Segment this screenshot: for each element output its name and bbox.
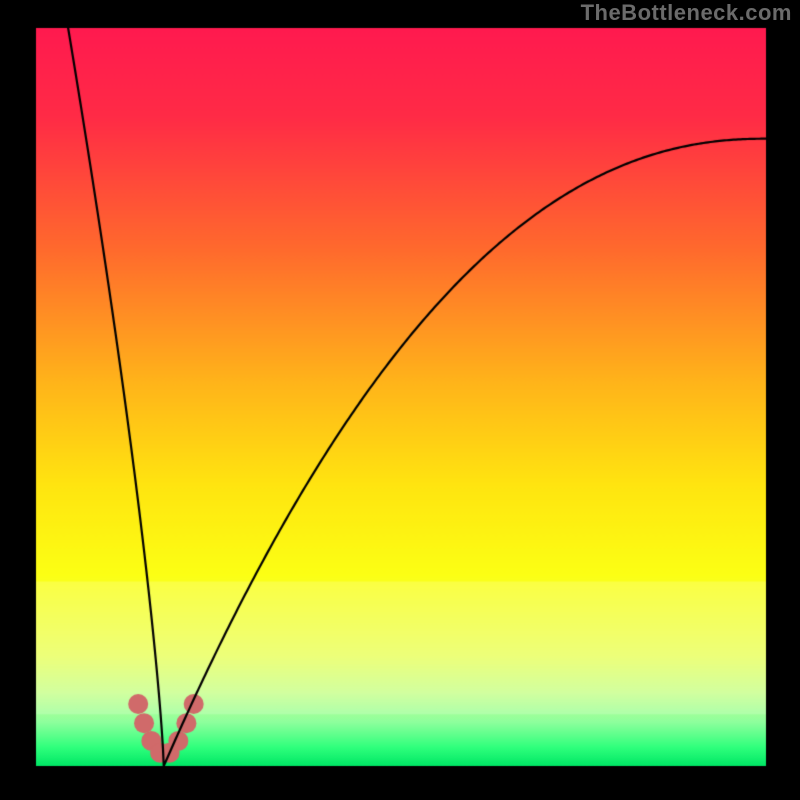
chart-container: TheBottleneck.com [0,0,800,800]
bottleneck-curve-chart [0,0,800,800]
watermark-text: TheBottleneck.com [581,0,792,26]
